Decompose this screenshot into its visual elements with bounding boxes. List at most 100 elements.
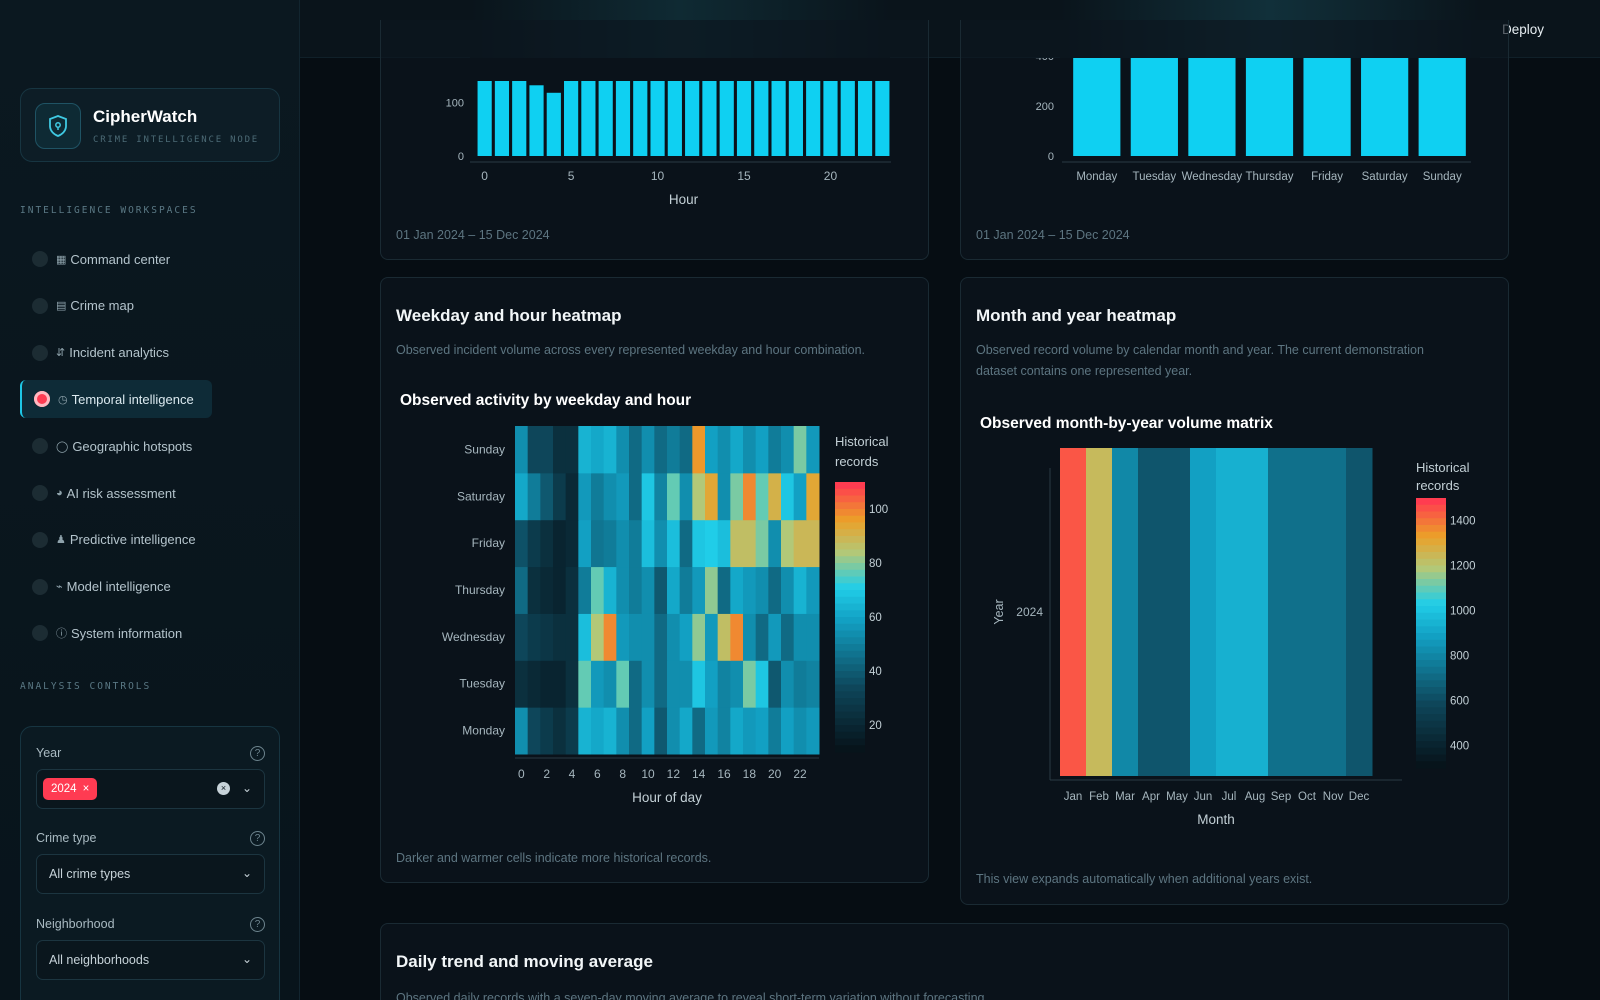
sidebar-item-predictive-intelligence[interactable]: ♟ Predictive intelligence — [20, 521, 212, 559]
chevron-down-icon[interactable]: ⌄ — [241, 866, 252, 880]
radio-dot-icon — [32, 578, 48, 595]
colorbar-segment — [1416, 606, 1446, 614]
colorbar-segment — [1416, 552, 1446, 560]
clear-selection-icon[interactable]: × — [217, 782, 230, 795]
colorbar-segment — [835, 617, 865, 625]
heatmap-cell — [578, 707, 592, 755]
heatmap-cell — [667, 613, 681, 661]
heatmap-cell — [629, 472, 643, 521]
weekday-bar — [1361, 58, 1409, 156]
heatmap-cell — [540, 613, 554, 661]
heatmap-cell — [679, 613, 693, 661]
brand-card[interactable]: CipherWatch CRIME INTELLIGENCE NODE — [20, 88, 280, 162]
radio-dot-icon — [32, 625, 48, 642]
y-tick-label: Friday — [472, 536, 505, 550]
colorbar-segment — [1416, 619, 1446, 627]
heatmap-cell — [679, 566, 693, 614]
heatmap-cell — [755, 426, 769, 474]
heatmap-cell — [667, 472, 681, 521]
heatmap-cell — [806, 613, 820, 661]
heatmap-cell — [743, 566, 757, 614]
hour-bar — [564, 81, 579, 156]
y-tick-label: 2024 — [1016, 605, 1043, 619]
heatmap-cell — [667, 566, 681, 614]
y-tick-label: 100 — [446, 97, 464, 109]
neighborhood-select[interactable]: All neighborhoods ⌄ — [36, 940, 265, 980]
year-label: Year — [36, 746, 62, 760]
sidebar-item-geographic-hotspots[interactable]: ◯ Geographic hotspots — [20, 427, 212, 465]
colorbar-tick-label: 600 — [1450, 696, 1469, 708]
year-tag-remove-icon[interactable]: × — [82, 783, 90, 795]
heatmap-cell — [540, 707, 554, 755]
sidebar-item-command-center[interactable]: ▦ Command center — [20, 240, 212, 278]
heatmap-cell — [705, 472, 719, 521]
hour-bar — [771, 81, 786, 156]
x-tick-label: Mar — [1115, 791, 1135, 803]
heatmap-cell — [616, 426, 630, 474]
crime-type-select[interactable]: All crime types ⌄ — [36, 854, 265, 894]
heatmap-cell — [730, 613, 744, 661]
shield-logo-icon — [35, 103, 81, 149]
chevron-down-icon[interactable]: ⌄ — [241, 952, 252, 966]
heatmap-cell — [717, 613, 731, 661]
workspace-icon: ⌁ — [56, 581, 63, 594]
month-card-title: Month and year heatmap — [976, 306, 1177, 325]
colorbar-segment — [1416, 612, 1446, 620]
sidebar-item-crime-map[interactable]: ▤ Crime map — [20, 287, 212, 325]
heatmap-cell — [527, 613, 541, 661]
heatmap-cell — [667, 519, 681, 568]
colorbar-segment — [835, 529, 865, 537]
heatmap-cell — [717, 660, 731, 708]
heatmap-cell — [654, 613, 668, 661]
crime-type-help-icon[interactable]: ? — [250, 831, 265, 846]
heatmap-cell — [743, 519, 757, 568]
x-tick-label: Monday — [1076, 171, 1117, 183]
colorbar-segment — [1416, 653, 1446, 661]
x-tick-label: Tuesday — [1133, 171, 1177, 183]
heatmap-cell — [755, 660, 769, 708]
heatmap-cell — [692, 660, 706, 708]
heatmap-cell — [515, 707, 529, 755]
heatmap-cell — [1138, 448, 1165, 776]
x-tick-label: 10 — [651, 169, 665, 183]
colorbar-segment — [1416, 687, 1446, 695]
colorbar-segment — [1416, 666, 1446, 674]
heatmap-cell — [527, 566, 541, 614]
heatmap-cell — [667, 707, 681, 755]
colorbar-segment — [835, 691, 865, 699]
hour-bar — [633, 81, 648, 156]
colorbar-segment — [835, 542, 865, 550]
heatmap-cell — [692, 426, 706, 474]
colorbar-segment — [1416, 565, 1446, 573]
heatmap-cell — [692, 472, 706, 521]
heatmap-cell — [743, 707, 757, 755]
heatmap-cell — [616, 707, 630, 755]
colorbar-segment — [1416, 511, 1446, 519]
sidebar-item-label: Geographic hotspots — [72, 438, 193, 454]
workspace-icon: ▤ — [56, 300, 67, 313]
heatmap-cell — [591, 566, 605, 614]
sidebar-item-system-information[interactable]: ⓘ System information — [20, 614, 212, 652]
x-tick-label: Friday — [1311, 171, 1343, 183]
sidebar-item-ai-risk-assessment[interactable]: ◕ AI risk assessment — [20, 474, 212, 512]
sidebar-item-model-intelligence[interactable]: ⌁ Model intelligence — [20, 568, 212, 606]
colorbar-segment — [835, 495, 865, 503]
colorbar-segment — [835, 644, 865, 652]
sidebar-item-incident-analytics[interactable]: ⇵ Incident analytics — [20, 334, 212, 372]
month-chart-title: Observed month-by-year volume matrix — [980, 415, 1273, 432]
year-multiselect[interactable]: 2024 × × ⌄ — [36, 769, 265, 809]
y-tick-label: Thursday — [455, 583, 505, 597]
sidebar-item-temporal-intelligence[interactable]: ◷ Temporal intelligence — [20, 380, 212, 419]
neighborhood-help-icon[interactable]: ? — [250, 917, 265, 932]
x-tick-label: Saturday — [1362, 171, 1408, 183]
heatmap-cell — [743, 472, 757, 521]
hour-bar — [857, 81, 873, 156]
chevron-down-icon[interactable]: ⌄ — [241, 781, 252, 795]
deploy-button[interactable]: Deploy — [1501, 22, 1544, 37]
colorbar-tick-label: 80 — [869, 558, 882, 570]
heatmap-cell — [540, 566, 554, 614]
heatmap-cell — [603, 566, 617, 614]
heatmap-cell — [793, 566, 807, 614]
colorbar-segment — [835, 725, 865, 733]
year-help-icon[interactable]: ? — [250, 746, 265, 761]
